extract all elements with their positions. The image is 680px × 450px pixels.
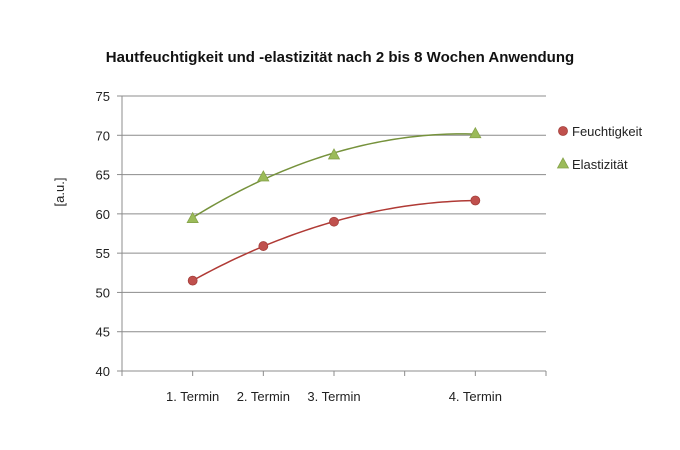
legend-label: Feuchtigkeit xyxy=(572,124,642,139)
legend: Feuchtigkeit Elastizität xyxy=(556,124,642,172)
chart-title: Hautfeuchtigkeit und -elastizität nach 2… xyxy=(106,49,574,66)
y-tick-label: 55 xyxy=(96,246,110,261)
x-tick-labels: 1. Termin 2. Termin 3. Termin 4. Termin xyxy=(166,389,502,404)
y-axis-label: [a.u.] xyxy=(52,178,67,207)
data-point-feuchtigkeit xyxy=(258,241,269,251)
trendline-feuchtigkeit xyxy=(192,199,476,282)
legend-label: Elastizität xyxy=(572,157,628,172)
x-tick-label: 1. Termin xyxy=(166,389,219,404)
data-markers xyxy=(186,126,482,286)
legend-marker-elastizitaet xyxy=(556,157,570,169)
y-tick-labels: 40 45 50 55 60 65 70 75 xyxy=(96,89,110,379)
data-point-feuchtigkeit xyxy=(329,216,339,227)
y-tick-label: 70 xyxy=(96,128,110,143)
grid-lines xyxy=(122,95,546,372)
trendline-elastizität xyxy=(192,133,476,219)
legend-marker-feuchtigkeit xyxy=(558,126,568,136)
y-tick-label: 50 xyxy=(96,285,110,300)
axes xyxy=(117,95,547,376)
y-tick-label: 60 xyxy=(96,207,110,222)
data-point-elastizitaet xyxy=(257,170,270,182)
y-tick-label: 75 xyxy=(96,89,110,104)
data-point-feuchtigkeit xyxy=(470,195,481,206)
data-point-feuchtigkeit xyxy=(187,275,198,286)
x-tick-label: 2. Termin xyxy=(237,389,290,404)
x-tick-label: 4. Termin xyxy=(449,389,502,404)
data-point-elastizitaet xyxy=(327,148,341,160)
data-point-elastizitaet xyxy=(186,211,199,223)
y-tick-label: 65 xyxy=(96,168,110,183)
data-point-elastizitaet xyxy=(469,126,482,139)
y-tick-label: 40 xyxy=(96,364,110,379)
x-tick-label: 3. Termin xyxy=(307,389,360,404)
y-tick-label: 45 xyxy=(96,325,110,340)
